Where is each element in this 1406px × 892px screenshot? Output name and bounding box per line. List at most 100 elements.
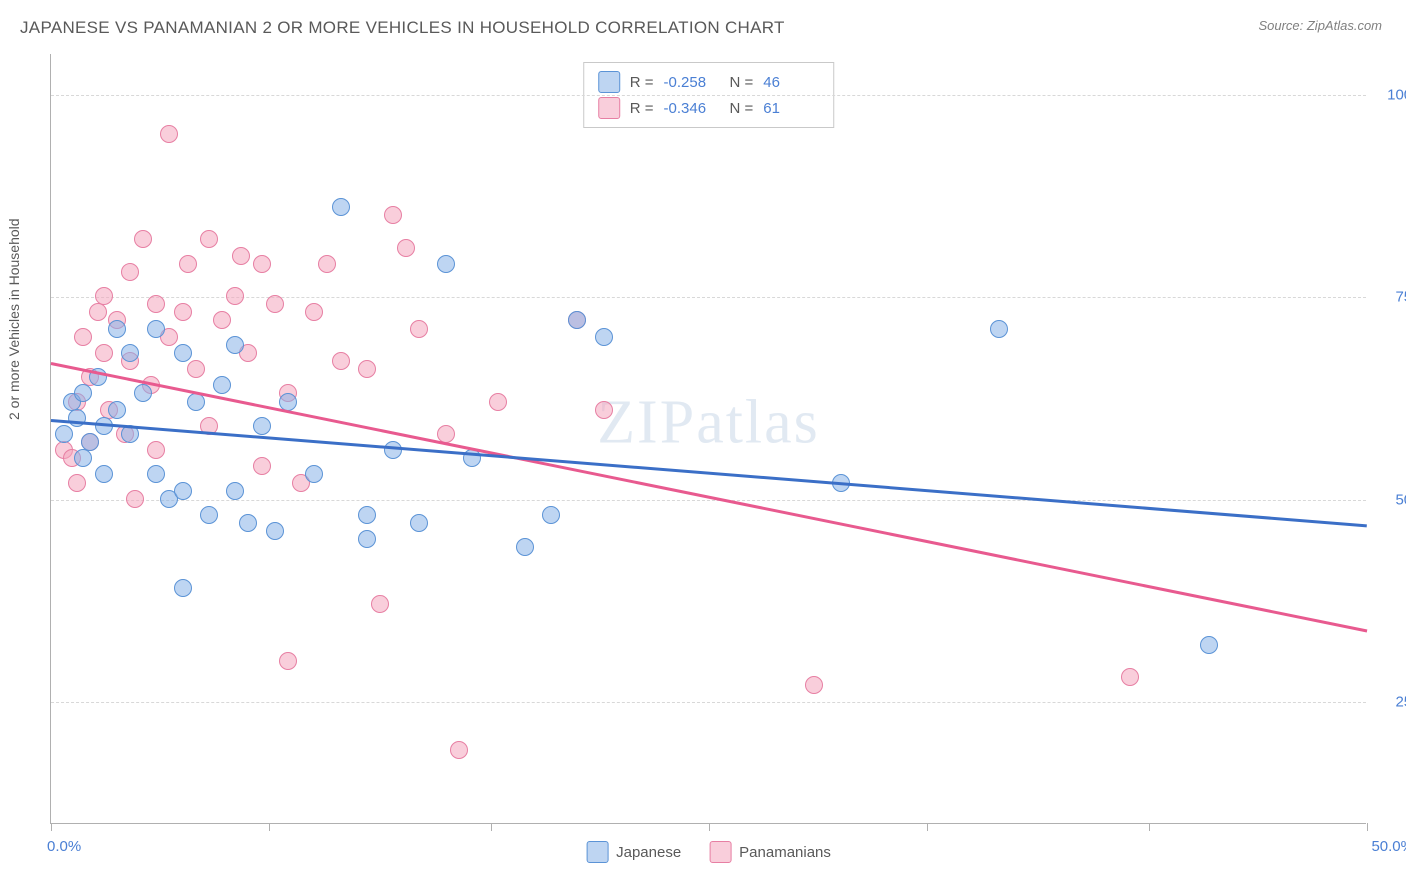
scatter-point [305, 465, 323, 483]
scatter-point [384, 441, 402, 459]
r-value-panamanians: -0.346 [664, 100, 720, 117]
scatter-point [253, 255, 271, 273]
y-tick-label: 75.0% [1378, 289, 1406, 306]
scatter-point [174, 344, 192, 362]
x-tick [491, 823, 492, 831]
scatter-point [226, 287, 244, 305]
scatter-point [160, 125, 178, 143]
scatter-point [595, 401, 613, 419]
scatter-point [568, 311, 586, 329]
swatch-panamanians [709, 841, 731, 863]
scatter-point [121, 263, 139, 281]
x-tick [709, 823, 710, 831]
x-tick-label: 50.0% [1371, 838, 1406, 855]
r-value-japanese: -0.258 [664, 74, 720, 91]
scatter-point [279, 652, 297, 670]
chart-title: JAPANESE VS PANAMANIAN 2 OR MORE VEHICLE… [20, 18, 785, 38]
scatter-point [174, 303, 192, 321]
scatter-point [55, 425, 73, 443]
scatter-point [179, 255, 197, 273]
scatter-point [81, 433, 99, 451]
scatter-point [200, 506, 218, 524]
scatter-point [318, 255, 336, 273]
scatter-point [95, 344, 113, 362]
source-attribution: Source: ZipAtlas.com [1258, 18, 1382, 33]
scatter-point [1121, 668, 1139, 686]
n-value-panamanians: 61 [763, 100, 819, 117]
x-tick [927, 823, 928, 831]
scatter-point [305, 303, 323, 321]
scatter-point [226, 336, 244, 354]
scatter-point [384, 206, 402, 224]
scatter-point [332, 352, 350, 370]
scatter-point [450, 741, 468, 759]
scatter-point [134, 384, 152, 402]
scatter-point [371, 595, 389, 613]
y-tick-label: 25.0% [1378, 694, 1406, 711]
scatter-point [358, 506, 376, 524]
scatter-point [187, 360, 205, 378]
series-legend: Japanese Panamanians [586, 841, 831, 863]
scatter-point [174, 579, 192, 597]
scatter-point [95, 287, 113, 305]
n-label: N = [730, 74, 754, 91]
x-tick [1149, 823, 1150, 831]
n-value-japanese: 46 [763, 74, 819, 91]
scatter-point [358, 360, 376, 378]
scatter-point [126, 490, 144, 508]
n-label: N = [730, 100, 754, 117]
scatter-point [990, 320, 1008, 338]
legend-item-japanese: Japanese [586, 841, 681, 863]
watermark-text: ZIPatlas [597, 388, 820, 459]
swatch-japanese [586, 841, 608, 863]
gridline-h [51, 297, 1366, 298]
gridline-h [51, 95, 1366, 96]
r-label: R = [630, 100, 654, 117]
scatter-point [89, 303, 107, 321]
scatter-point [68, 474, 86, 492]
scatter-point [595, 328, 613, 346]
scatter-point [358, 530, 376, 548]
scatter-point [410, 320, 428, 338]
scatter-point [147, 441, 165, 459]
scatter-point [121, 344, 139, 362]
x-tick [51, 823, 52, 831]
scatter-point [213, 376, 231, 394]
scatter-point [1200, 636, 1218, 654]
scatter-point [253, 417, 271, 435]
scatter-point [279, 393, 297, 411]
x-tick [1367, 823, 1368, 831]
scatter-point [232, 247, 250, 265]
legend-item-panamanians: Panamanians [709, 841, 831, 863]
y-axis-label: 2 or more Vehicles in Household [6, 218, 22, 420]
scatter-point [239, 514, 257, 532]
chart-plot-area: ZIPatlas R = -0.258 N = 46 R = -0.346 N … [50, 54, 1366, 824]
scatter-point [95, 465, 113, 483]
scatter-point [253, 457, 271, 475]
scatter-point [213, 311, 231, 329]
trend-line [51, 362, 1367, 632]
legend-label-japanese: Japanese [616, 844, 681, 861]
scatter-point [200, 230, 218, 248]
trend-line [51, 419, 1367, 527]
scatter-point [266, 295, 284, 313]
scatter-point [147, 295, 165, 313]
scatter-point [226, 482, 244, 500]
scatter-point [516, 538, 534, 556]
x-tick [269, 823, 270, 831]
swatch-panamanians [598, 97, 620, 119]
legend-label-panamanians: Panamanians [739, 844, 831, 861]
scatter-point [266, 522, 284, 540]
scatter-point [489, 393, 507, 411]
scatter-point [410, 514, 428, 532]
r-label: R = [630, 74, 654, 91]
scatter-point [147, 465, 165, 483]
scatter-point [108, 401, 126, 419]
scatter-point [542, 506, 560, 524]
scatter-point [74, 384, 92, 402]
legend-row-japanese: R = -0.258 N = 46 [598, 69, 820, 95]
scatter-point [437, 255, 455, 273]
scatter-point [74, 328, 92, 346]
y-tick-label: 50.0% [1378, 491, 1406, 508]
scatter-point [147, 320, 165, 338]
